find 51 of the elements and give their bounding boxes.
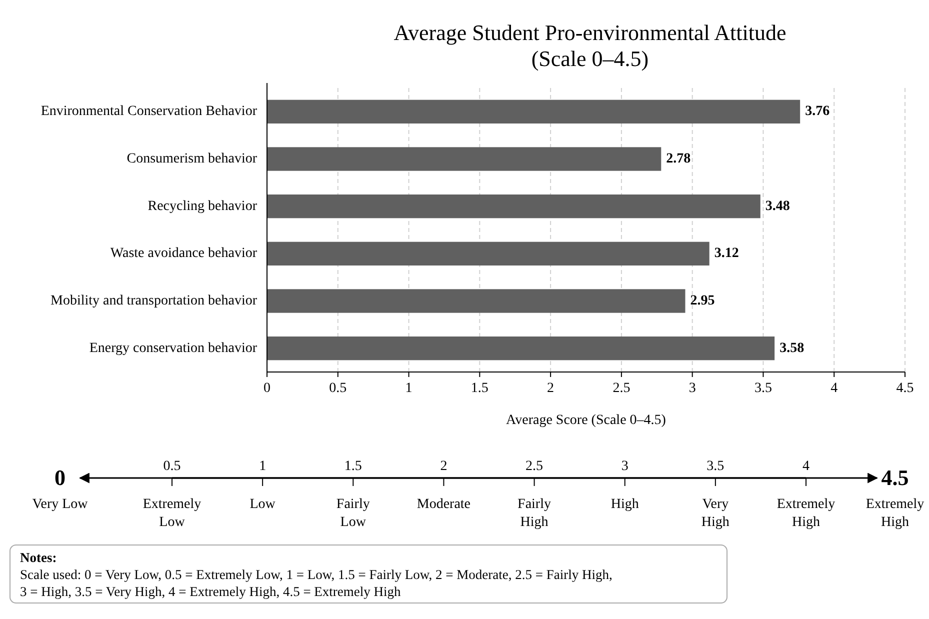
x-tick-label: 4 — [830, 381, 838, 396]
x2-tick-label: 3.5 — [706, 459, 724, 474]
x-tick-label: 2.5 — [612, 381, 630, 396]
x-tick-label: 0 — [264, 381, 270, 396]
bar — [267, 289, 686, 313]
data-label: 2.95 — [690, 294, 715, 308]
text: Extremely Low — [142, 497, 202, 530]
data-label: 3.76 — [805, 104, 830, 120]
text: 0 — [54, 465, 66, 490]
data-label: 3.58 — [780, 340, 804, 356]
text: Extremely High — [866, 497, 924, 530]
x2-tick-label: 3 — [621, 459, 628, 474]
x-tick-label: 2 — [547, 381, 554, 396]
text: Low — [250, 497, 276, 512]
text: Moderate — [416, 497, 471, 512]
x-tick-label: 0.5 — [329, 381, 347, 396]
text: 4.5 — [881, 465, 909, 490]
x-tick-label: 3.5 — [754, 381, 772, 396]
x2-tick-label: 4 — [802, 459, 810, 474]
bar — [267, 242, 710, 266]
data-label: 3.12 — [714, 246, 739, 262]
y-tick-label: Environmental Conservation Behavior — [40, 104, 258, 120]
data-label: 2.78 — [666, 152, 691, 166]
bar — [267, 194, 760, 218]
text: Fairly High — [518, 497, 552, 530]
x-tick-label: 1 — [405, 381, 412, 396]
y-tick-label: Waste avoidance behavior — [110, 246, 258, 262]
text: Very Low — [32, 497, 89, 512]
x2-tick-label: 2 — [440, 459, 448, 474]
text: Very High — [701, 497, 730, 530]
text: Notes: Scale used: 0 = Very Low, 0.5 = Extremely Low, 1 = Low, 1.5 = Fairly Low, 2 = Moderate, 2.5 = Fairly High, 3 = High, 3.5 = Very High, 4 = Extremely High, 4.5 = Extremely High — [20, 550, 612, 599]
chart-title: Average Student Pro-environmental Attitude (Scale 0–4.5) — [394, 20, 786, 71]
y-tick-label: Recycling behavior — [148, 198, 258, 214]
text: High — [610, 497, 639, 512]
bar — [267, 100, 800, 124]
y-tick-label: Consumerism behavior — [126, 152, 258, 166]
y-tick-label: Energy conservation behavior — [89, 340, 258, 356]
y-tick-label: Mobility and transportation behavior — [50, 294, 258, 308]
x2-tick-label: 2.5 — [526, 459, 544, 474]
x2-tick-label: 0.5 — [163, 459, 181, 474]
x2-tick-label: 1 — [259, 459, 266, 474]
x-tick-label: 1.5 — [470, 381, 488, 396]
x-tick-label: 3 — [688, 381, 696, 396]
x-tick-label: 4.5 — [896, 381, 914, 396]
x-axis-title: Average Score (Scale 0–4.5) — [506, 413, 666, 428]
text: Fairly Low — [336, 497, 370, 530]
x2-tick-label: 1.5 — [344, 459, 362, 474]
bar — [267, 147, 662, 171]
bar — [267, 336, 775, 360]
data-label: 3.48 — [765, 198, 790, 214]
text: Extremely High — [776, 497, 836, 530]
